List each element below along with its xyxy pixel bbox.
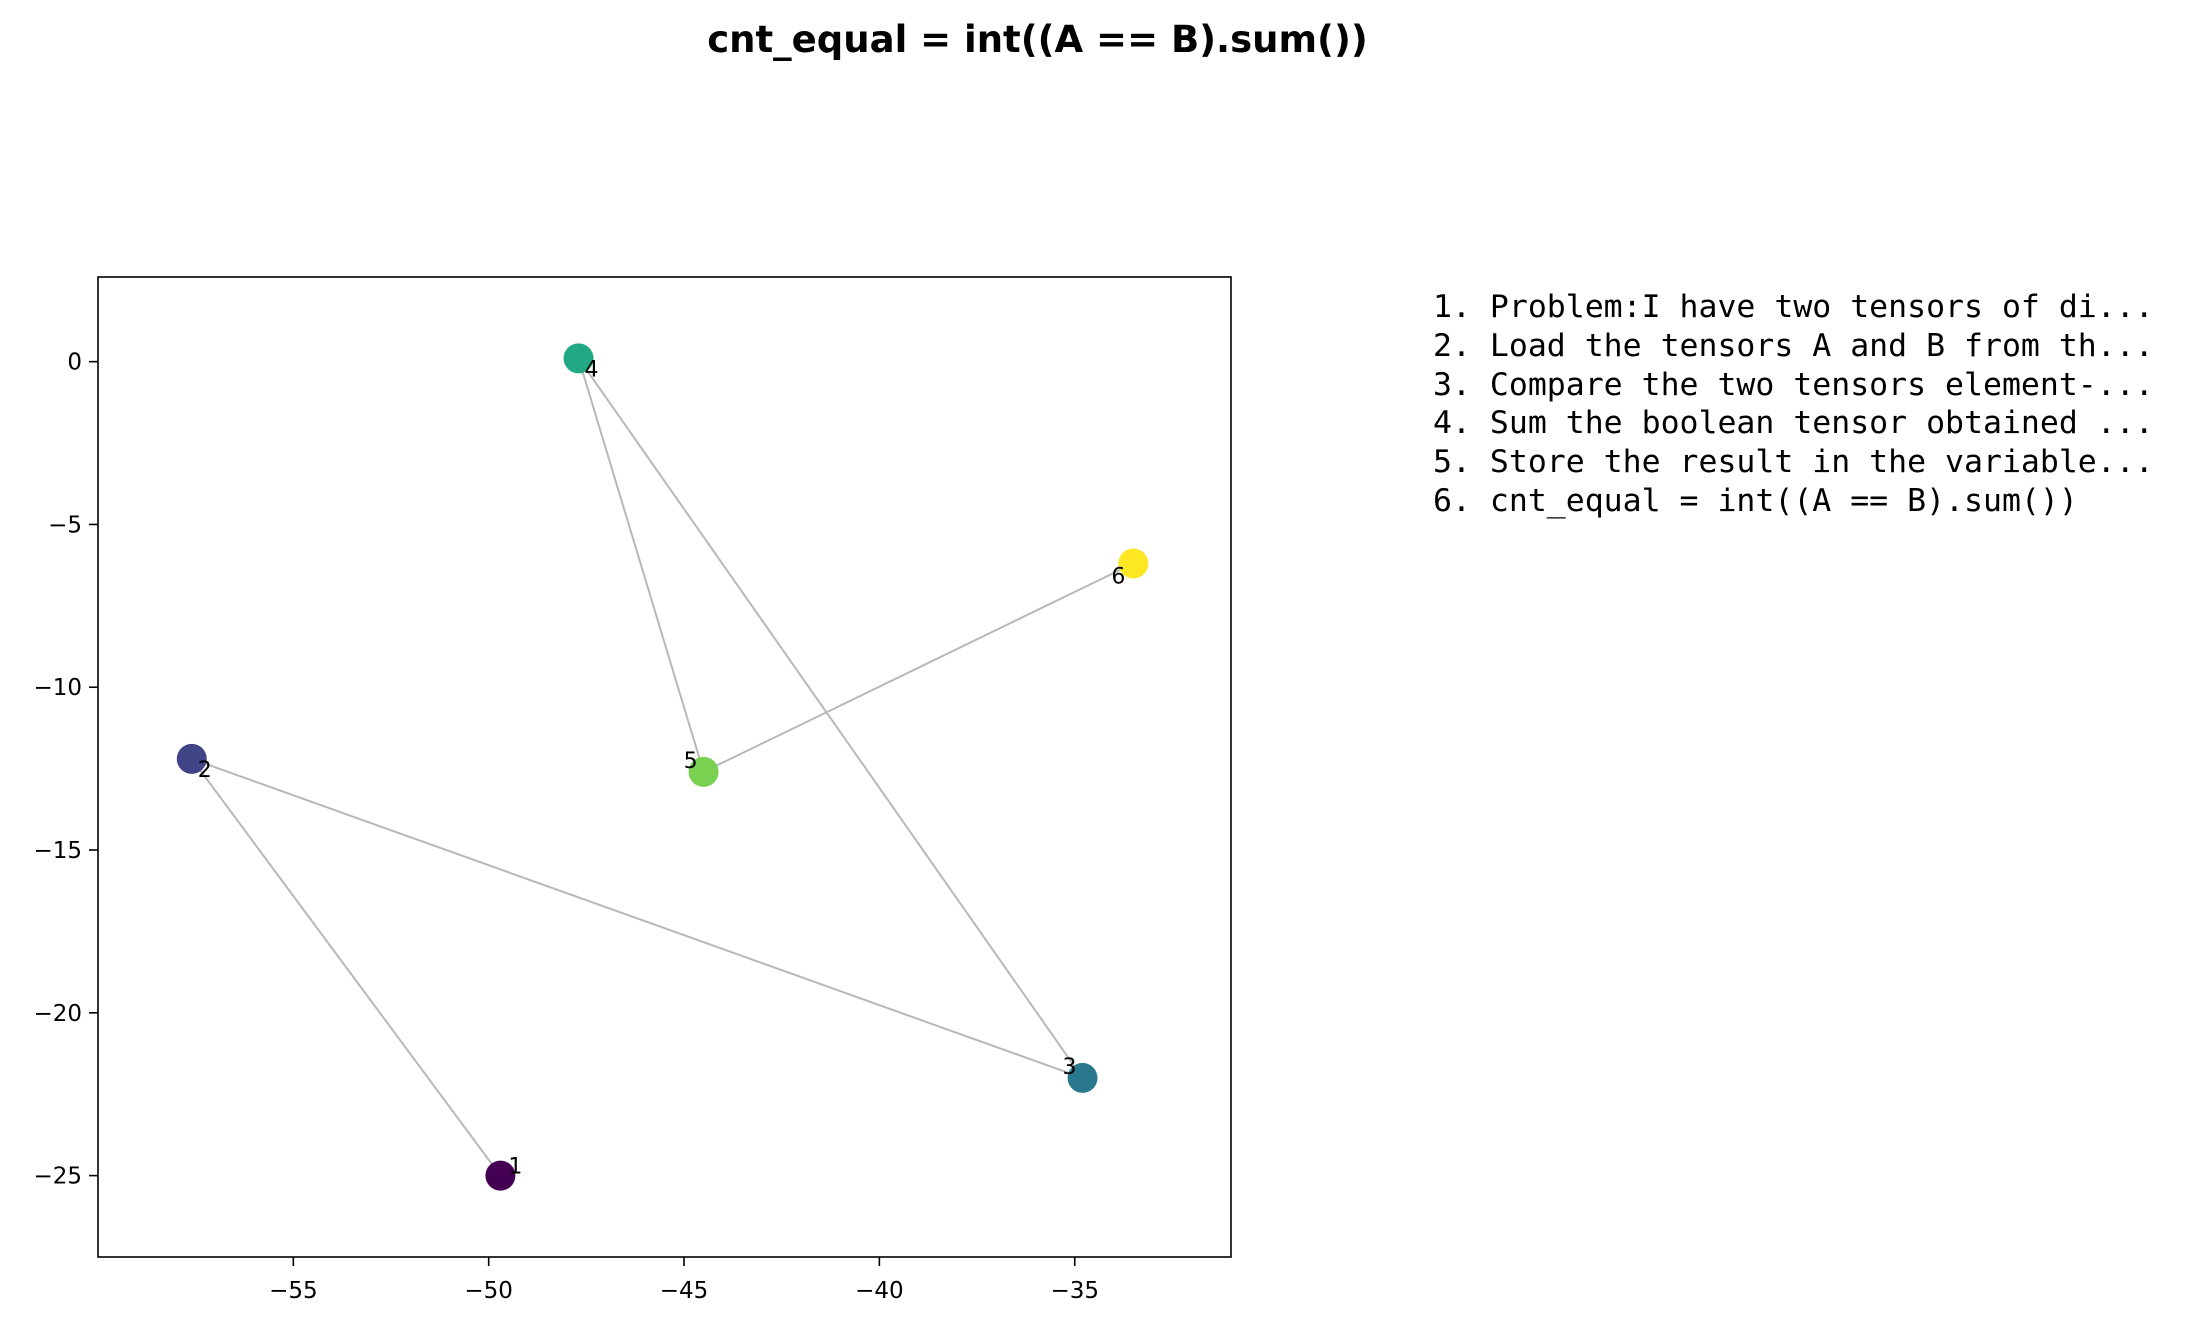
x-tick-label: −40 <box>855 1278 904 1304</box>
y-tick-label: −25 <box>33 1164 82 1190</box>
x-tick-label: −45 <box>660 1278 709 1304</box>
data-point-2 <box>176 743 207 774</box>
data-point-3 <box>1067 1062 1098 1093</box>
path-segment-2-3 <box>191 757 1083 1079</box>
point-label-1: 1 <box>508 1155 522 1180</box>
point-label-2: 2 <box>198 758 212 783</box>
data-point-1 <box>485 1160 516 1191</box>
axes-frame <box>97 276 1232 1258</box>
path-segment-1-2 <box>190 758 502 1177</box>
path-segment-4-5 <box>577 358 705 773</box>
step-legend: 1. Problem:I have two tensors of di... 2.… <box>1433 288 2154 521</box>
point-label-3: 3 <box>1063 1055 1077 1080</box>
x-axis: −55 −50 −45 −40 −35 <box>269 1257 1099 1304</box>
legend-item-3: 3. Compare the two tensors element-... <box>1433 366 2154 403</box>
y-axis: 0 −5 −10 −15 −20 −25 <box>33 350 98 1190</box>
chart-title: cnt_equal = int((A == B).sum()) <box>707 18 1368 61</box>
legend-item-2: 2. Load the tensors A and B from th... <box>1433 327 2154 364</box>
y-tick-label: −20 <box>33 1001 82 1027</box>
y-tick-label: 0 <box>67 350 82 376</box>
data-points <box>176 343 1149 1191</box>
point-label-6: 6 <box>1111 565 1125 590</box>
path-segment-5-6 <box>703 562 1134 773</box>
x-tick-label: −35 <box>1050 1278 1099 1304</box>
x-tick-label: −55 <box>269 1278 318 1304</box>
connection-path <box>190 357 1134 1177</box>
point-label-4: 4 <box>585 357 599 382</box>
legend-item-4: 4. Sum the boolean tensor obtained ... <box>1433 405 2154 442</box>
data-point-6 <box>1118 548 1149 579</box>
legend-item-1: 1. Problem:I have two tensors of di... <box>1433 289 2154 325</box>
data-point-5 <box>688 756 719 787</box>
legend-item-6: 6. cnt_equal = int((A == B).sum()) <box>1433 482 2078 519</box>
x-tick-label: −50 <box>464 1278 513 1304</box>
data-point-4 <box>563 343 594 374</box>
legend-item-5: 5. Store the result in the variable... <box>1433 444 2154 481</box>
y-tick-label: −5 <box>48 512 82 538</box>
path-segment-3-4 <box>577 357 1084 1079</box>
point-label-5: 5 <box>684 749 698 774</box>
y-tick-label: −10 <box>33 675 82 701</box>
y-tick-label: −15 <box>33 838 82 864</box>
point-labels: 1 2 3 4 5 6 <box>198 357 1126 1179</box>
